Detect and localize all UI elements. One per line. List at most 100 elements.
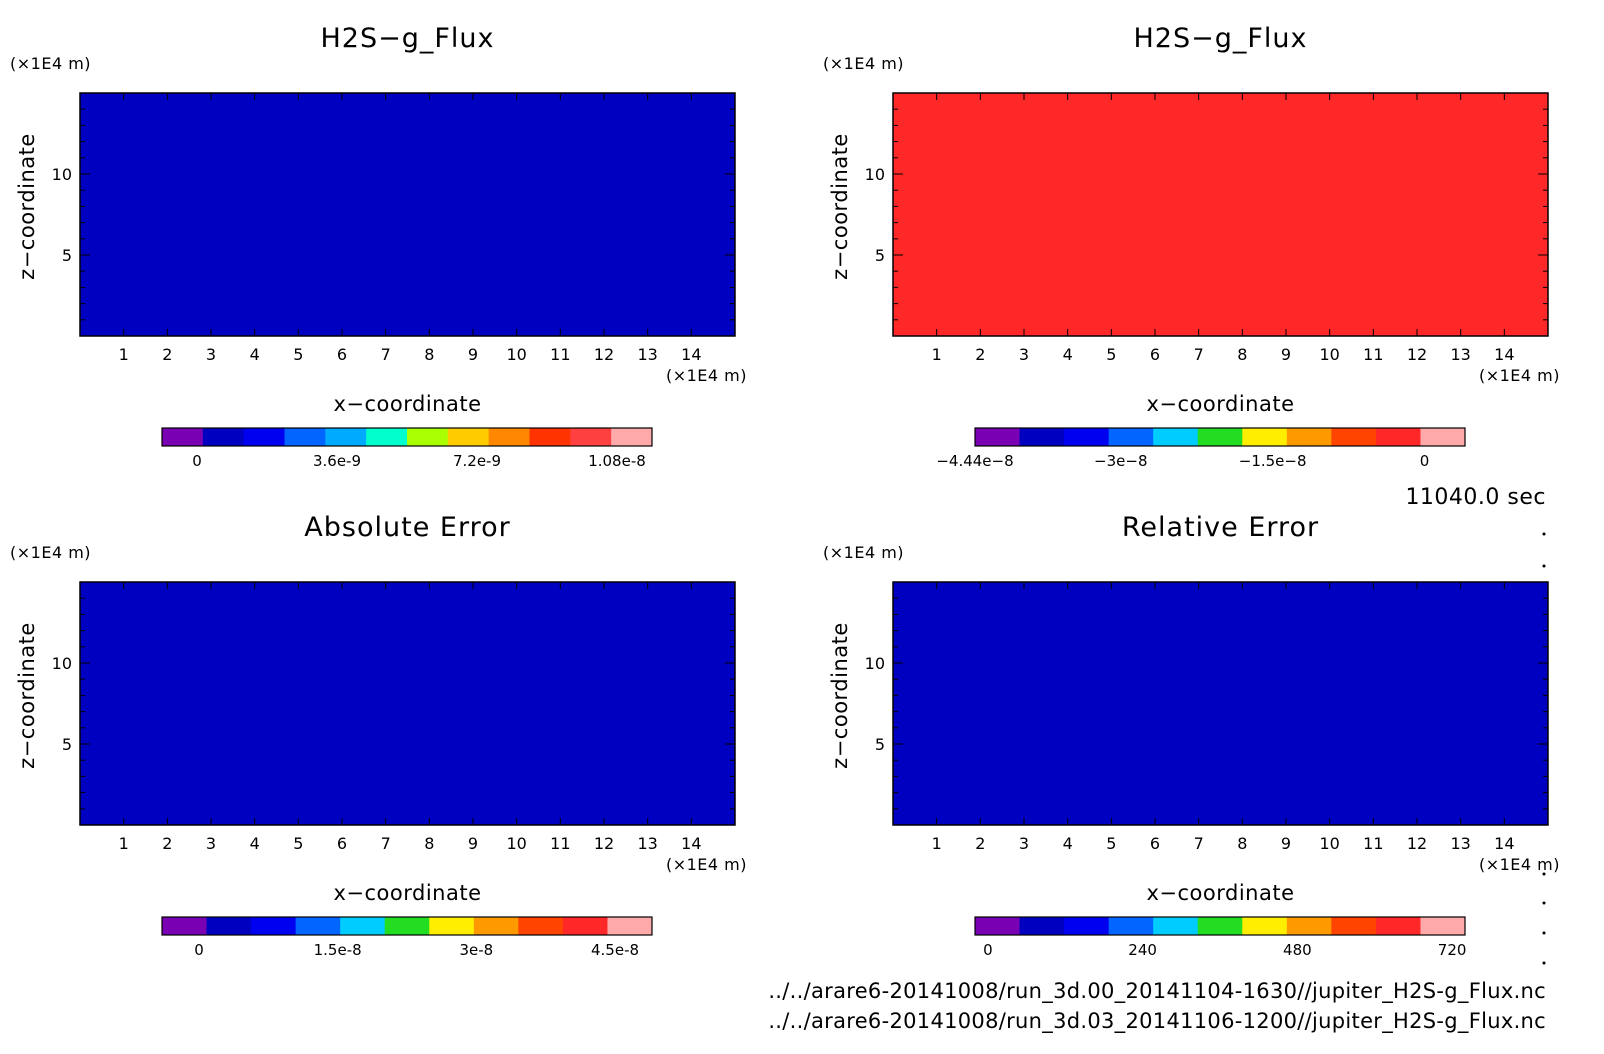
y-axis-label: z−coordinate [15,622,39,769]
colorbar-swatch [1242,428,1288,446]
colorbar-tick-label: 0 [192,452,202,470]
y-unit-label: (×1E4 m) [10,54,91,73]
x-tick-label: 7 [381,345,391,364]
x-tick-label: 2 [975,345,985,364]
colorbar-swatch [1286,917,1332,935]
colorbar-swatch [473,917,519,935]
x-tick-label: 5 [1106,345,1116,364]
colorbar-tick-label: −4.44e−8 [936,452,1013,470]
x-unit-label: (×1E4 m) [1479,366,1560,385]
colorbar-tick-label: −3e−8 [1094,452,1147,470]
chart-panel-4: Relative Error(×1E4 m)1 2 3 4 5 6 7 8 9 10 11 12 13 1… [823,512,1560,959]
x-tick-label: 8 [424,345,434,364]
colorbar-swatch [529,428,571,446]
colorbar-swatch [1331,428,1377,446]
x-axis-label: x−coordinate [1146,881,1294,905]
y-axis-label: z−coordinate [828,133,852,280]
x-tick-label: 8 [1237,834,1247,853]
x-tick-label: 2 [162,345,172,364]
colorbar-swatch [488,428,530,446]
colorbar-swatch [1331,917,1377,935]
x-axis-label: x−coordinate [333,881,481,905]
plot-frame [79,92,736,337]
x-tick-label: 4 [250,345,260,364]
colorbar-swatch [1064,428,1110,446]
x-tick-label: 11 [1363,834,1383,853]
chart-panel-3: Absolute Error(×1E4 m)1 2 3 4 5 6 7 8 9 10 11 12 13 1… [10,512,747,959]
x-tick-label: 11 [1363,345,1383,364]
x-tick-label: 1 [119,345,129,364]
colorbar-swatch [325,428,367,446]
chart-title: Relative Error [1122,512,1319,543]
x-tick-label: 9 [1281,834,1291,853]
colorbar-tick-label: 1.08e-8 [588,452,646,470]
x-tick-label: 6 [1150,345,1160,364]
x-tick-label: 11 [550,345,570,364]
x-tick-label: 4 [1063,345,1073,364]
x-tick-label: 7 [1194,834,1204,853]
colorbar-swatch [562,917,608,935]
y-tick-label: 5 [62,735,72,754]
colorbar-tick-label: −1.5e−8 [1239,452,1307,470]
x-tick-label: 4 [250,834,260,853]
x-tick-label: 2 [162,834,172,853]
plot-frame [892,581,1549,826]
colorbar-tick-label: 3.6e-9 [313,452,361,470]
x-unit-label: (×1E4 m) [666,366,747,385]
x-tick-label: 1 [932,834,942,853]
x-tick-label: 13 [637,834,657,853]
colorbar-swatch [407,428,449,446]
x-tick-label: 7 [381,834,391,853]
x-unit-label: (×1E4 m) [1479,855,1560,874]
colorbar-swatch [518,917,564,935]
x-tick-label: 8 [1237,345,1247,364]
colorbar-swatch [1108,917,1154,935]
time-label: 11040.0 sec [1405,485,1546,510]
x-tick-label: 12 [1407,345,1427,364]
colorbar-swatch [1375,917,1421,935]
colorbar-tick-label: 720 [1438,941,1467,959]
colorbar-swatch [611,428,653,446]
colorbar-frame [161,916,653,936]
colorbar-swatch [447,428,490,446]
colorbar-frame [974,916,1466,936]
x-tick-label: 13 [1450,834,1470,853]
x-tick-label: 10 [1319,345,1339,364]
x-tick-label: 6 [337,834,347,853]
chart-title: H2S−g_Flux [320,23,494,54]
colorbar-tick-label: 0 [194,941,204,959]
x-tick-label: 7 [1194,345,1204,364]
y-tick-label: 10 [865,654,885,673]
y-unit-label: (×1E4 m) [10,543,91,562]
y-tick-label: 10 [52,165,72,184]
colorbar-swatch [251,917,297,935]
colorbar-swatch [1286,428,1332,446]
x-tick-label: 9 [1281,345,1291,364]
heatmap-field [893,93,1548,336]
x-tick-label: 5 [293,345,303,364]
colorbar-swatch [284,428,326,446]
chart-panel-1: H2S−g_Flux(×1E4 m)1 2 3 4 5 6 7 8 9 10 11 12 13 14510… [10,23,747,470]
x-tick-label: 13 [637,345,657,364]
x-tick-label: 10 [506,345,526,364]
colorbar-swatch [162,428,204,446]
colorbar-swatch [570,428,612,446]
colorbar-tick-label: 7.2e-9 [453,452,501,470]
colorbar-swatch [429,917,475,935]
colorbar-swatch [162,917,208,935]
x-tick-label: 6 [1150,834,1160,853]
heatmap-field [80,582,735,825]
colorbar-swatch [975,917,1021,935]
colorbar-swatch [1019,428,1065,446]
chart-title: H2S−g_Flux [1133,23,1307,54]
x-unit-label: (×1E4 m) [666,855,747,874]
x-tick-label: 14 [681,834,701,853]
colorbar-swatch [1019,917,1065,935]
x-tick-label: 4 [1063,834,1073,853]
y-unit-label: (×1E4 m) [823,54,904,73]
x-tick-label: 14 [1494,834,1514,853]
x-tick-label: 12 [1407,834,1427,853]
plot-frame [892,92,1549,337]
x-tick-label: 12 [594,834,614,853]
